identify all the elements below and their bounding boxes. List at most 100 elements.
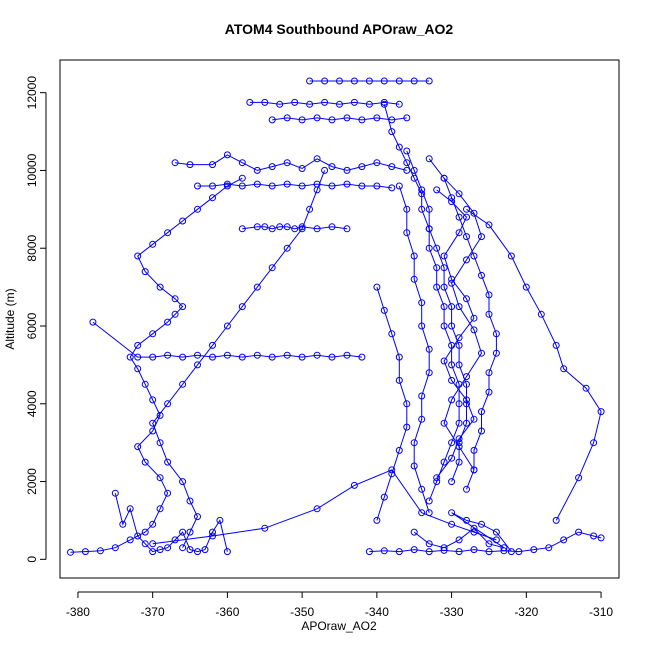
data-point <box>194 351 201 359</box>
data-point <box>418 509 426 517</box>
data-point <box>575 528 583 536</box>
data-point <box>440 283 448 291</box>
y-tick-label: 2000 <box>25 468 39 495</box>
data-point <box>418 205 426 213</box>
data-point <box>321 166 329 174</box>
data-point <box>418 186 426 194</box>
data-point <box>134 443 142 451</box>
data-point <box>126 353 134 361</box>
data-point <box>164 351 172 359</box>
data-point <box>485 388 493 396</box>
data-point <box>238 159 246 167</box>
data-point <box>425 540 433 548</box>
data-point <box>156 439 164 447</box>
data-point <box>164 229 172 237</box>
data-point <box>186 528 194 536</box>
data-point <box>209 182 216 190</box>
data-point <box>425 509 433 517</box>
data-point <box>485 291 493 299</box>
data-point <box>358 353 366 361</box>
data-point <box>306 77 314 85</box>
data-point <box>455 213 463 221</box>
data-point <box>425 155 433 163</box>
data-point <box>455 435 463 443</box>
data-point <box>597 534 605 542</box>
data-point <box>313 155 321 163</box>
data-point <box>410 252 418 260</box>
data-point <box>403 159 411 167</box>
series-upper-leg-11700 <box>246 98 403 108</box>
data-point <box>440 419 448 427</box>
data-point <box>380 100 388 108</box>
y-tick-label: 4000 <box>25 390 39 417</box>
data-point <box>141 540 149 548</box>
data-point <box>410 275 418 283</box>
data-point <box>164 318 172 326</box>
data-point <box>343 351 351 359</box>
data-point <box>179 478 187 486</box>
data-point <box>560 365 568 373</box>
data-point <box>96 547 104 555</box>
data-point <box>373 114 381 122</box>
data-point <box>149 240 157 248</box>
series-line <box>92 321 362 358</box>
data-point <box>545 544 553 552</box>
data-point <box>149 548 157 556</box>
data-point <box>470 209 478 217</box>
series-descent-right <box>425 155 500 493</box>
chart-title: ATOM4 Southbound APOraw_AO2 <box>225 21 454 37</box>
data-point <box>395 182 403 190</box>
series-mid-cluster-a <box>433 186 478 482</box>
data-point <box>418 392 426 400</box>
y-axis: 0 2000 4000 6000 8000 10000 12000 <box>25 76 47 563</box>
data-point <box>276 100 284 108</box>
data-point <box>448 322 456 330</box>
x-tick-label: -380 <box>66 605 90 619</box>
data-point <box>455 334 463 342</box>
data-point <box>463 213 470 221</box>
data-point <box>395 446 403 454</box>
plot-frame <box>59 59 620 579</box>
data-point <box>283 180 291 188</box>
data-point <box>380 77 388 85</box>
data-point <box>365 100 373 108</box>
data-point <box>306 100 314 108</box>
data-point <box>463 485 470 493</box>
data-point <box>537 310 545 318</box>
data-point <box>134 532 142 540</box>
x-axis: -380 -370 -360 -350 -340 -330 -320 -310 <box>66 591 613 619</box>
data-point <box>492 330 500 338</box>
data-point <box>194 182 201 190</box>
series-outlier-right <box>463 205 605 524</box>
data-point <box>283 351 291 359</box>
series-upper-leg-11300 <box>268 114 411 124</box>
data-point <box>470 524 478 532</box>
data-point <box>448 509 456 517</box>
data-point <box>283 114 291 122</box>
x-tick-label: -360 <box>215 605 239 619</box>
data-point <box>395 376 403 384</box>
data-point <box>253 351 261 359</box>
data-point <box>403 423 411 431</box>
data-point <box>156 505 164 513</box>
data-point <box>164 400 172 408</box>
data-point <box>448 194 456 202</box>
data-point <box>478 427 485 435</box>
data-point <box>194 548 201 556</box>
data-point <box>485 369 493 377</box>
x-tick-label: -350 <box>290 605 314 619</box>
data-point <box>141 380 149 388</box>
data-point <box>111 544 119 552</box>
data-point <box>395 143 403 151</box>
data-point <box>433 186 441 194</box>
data-point <box>552 341 560 349</box>
data-point <box>478 408 485 416</box>
data-point <box>156 546 164 554</box>
data-point <box>283 159 291 167</box>
data-point <box>268 225 276 233</box>
data-point <box>455 400 463 408</box>
data-point <box>141 458 149 466</box>
data-point <box>448 396 456 404</box>
data-point <box>455 443 463 451</box>
data-point <box>418 322 426 330</box>
